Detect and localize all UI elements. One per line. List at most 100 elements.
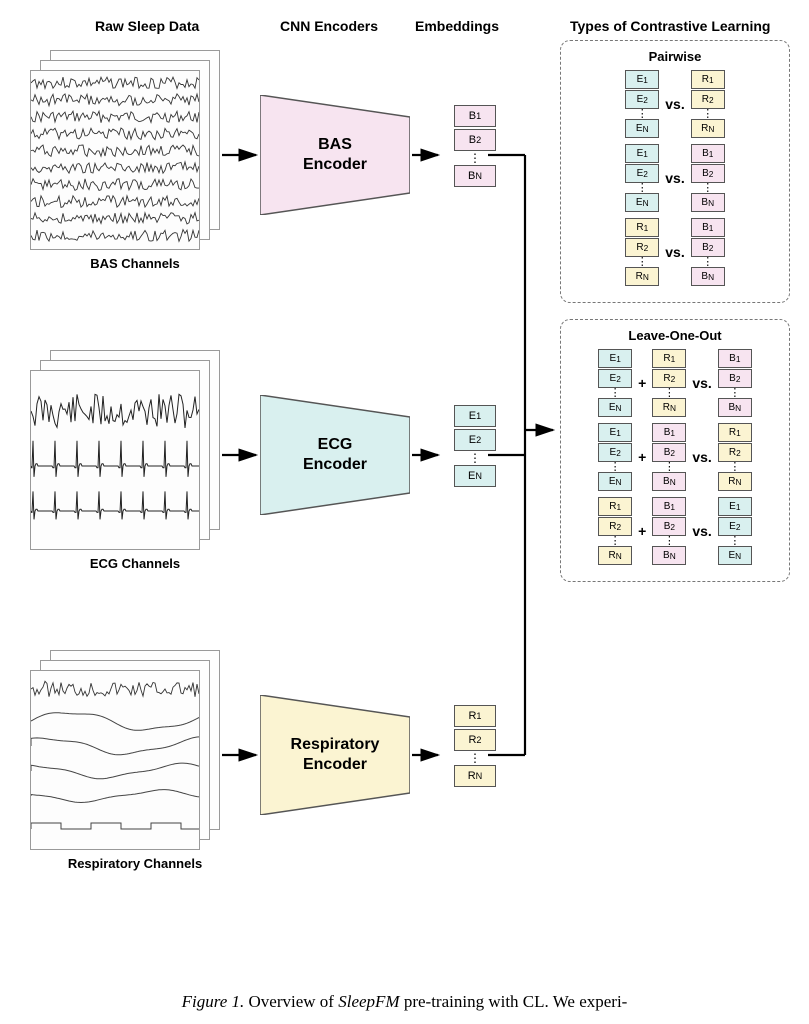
emb-dots: ⋮ [625, 184, 659, 192]
emb-cell-E2: E2 [598, 369, 632, 388]
emb-dots: ⋮ [718, 537, 752, 545]
vs-op: vs. [692, 523, 711, 539]
pairwise-row-0: E1E2⋮ENvs.R1R2⋮RN [567, 70, 783, 138]
emb-dots: ⋮ [691, 258, 725, 266]
emb-cell-E2: E2 [598, 443, 632, 462]
emb-stack-B: B1B2⋮BN [691, 144, 725, 212]
emb-cell-B1: B1 [691, 144, 725, 163]
vs-op: vs. [665, 170, 684, 186]
emb-cell-R2: R2 [718, 443, 752, 462]
emb-cell-RN: RN [691, 119, 725, 138]
encoder-label-resp: RespiratoryEncoder [291, 735, 380, 775]
plus-op: + [638, 375, 646, 391]
emb-cell-RN: RN [598, 546, 632, 565]
emb-cell-BN: BN [691, 267, 725, 286]
emb-cell-EN: EN [625, 119, 659, 138]
emb-cell-B2: B2 [652, 443, 686, 462]
emb-dots: ⋮ [691, 110, 725, 118]
emb-cell-RN: RN [625, 267, 659, 286]
emb-stack-B: B1B2⋮BN [718, 349, 752, 417]
emb-cell-R2: R2 [598, 517, 632, 536]
emb-cell-R1: R1 [625, 218, 659, 237]
pairwise-row-2: R1R2⋮RNvs.B1B2⋮BN [567, 218, 783, 286]
caption-prefix: Figure 1. [182, 992, 245, 1011]
emb-stack-R: R1R2⋮RN [652, 349, 686, 417]
emb-dots: ⋮ [718, 389, 752, 397]
vs-op: vs. [692, 449, 711, 465]
emb-dots: ⋮ [598, 463, 632, 471]
emb-cell-E2: E2 [718, 517, 752, 536]
emb-dots: ⋮ [625, 258, 659, 266]
encoder-label-ecg: ECGEncoder [303, 435, 367, 475]
emb-cell-R1: R1 [718, 423, 752, 442]
pairwise-title: Pairwise [567, 49, 783, 64]
encoder-label-bas: BASEncoder [303, 135, 367, 175]
emb-cell-B1: B1 [718, 349, 752, 368]
emb-cell-R1: R1 [598, 497, 632, 516]
emb-stack-B: B1B2⋮BN [652, 497, 686, 565]
caption-before: Overview of [244, 992, 338, 1011]
emb-stack-R: R1R2⋮RN [691, 70, 725, 138]
emb-stack-B: B1B2⋮BN [691, 218, 725, 286]
emb-stack-B: B1B2⋮BN [652, 423, 686, 491]
emb-cell-R1: R1 [691, 70, 725, 89]
pairwise-panel: Pairwise E1E2⋮ENvs.R1R2⋮RNE1E2⋮ENvs.B1B2… [560, 40, 790, 303]
emb-dots: ⋮ [625, 110, 659, 118]
vs-op: vs. [692, 375, 711, 391]
emb-cell-B2: B2 [691, 238, 725, 257]
emb-cell-B2: B2 [691, 164, 725, 183]
emb-stack-E: E1E2⋮EN [598, 349, 632, 417]
contrastive-column: Pairwise E1E2⋮ENvs.R1R2⋮RNE1E2⋮ENvs.B1B2… [560, 40, 790, 582]
emb-cell-B1: B1 [652, 423, 686, 442]
emb-cell-BN: BN [652, 472, 686, 491]
loo-row-1: E1E2⋮EN+B1B2⋮BNvs.R1R2⋮RN [567, 423, 783, 491]
emb-cell-E1: E1 [625, 144, 659, 163]
emb-dots: ⋮ [652, 389, 686, 397]
caption-model: SleepFM [338, 992, 399, 1011]
emb-cell-EN: EN [598, 398, 632, 417]
loo-panel: Leave-One-Out E1E2⋮EN+R1R2⋮RNvs.B1B2⋮BNE… [560, 319, 790, 582]
emb-cell-RN: RN [652, 398, 686, 417]
emb-cell-BN: BN [691, 193, 725, 212]
emb-stack-E: E1E2⋮EN [718, 497, 752, 565]
emb-dots: ⋮ [598, 537, 632, 545]
emb-dots: ⋮ [691, 184, 725, 192]
emb-stack-R: R1R2⋮RN [625, 218, 659, 286]
caption-after: pre-training with CL. We experi- [400, 992, 628, 1011]
emb-cell-EN: EN [598, 472, 632, 491]
emb-cell-E1: E1 [598, 349, 632, 368]
emb-cell-E2: E2 [625, 90, 659, 109]
loo-title: Leave-One-Out [567, 328, 783, 343]
emb-stack-E: E1E2⋮EN [625, 70, 659, 138]
emb-dots: ⋮ [652, 463, 686, 471]
emb-cell-E1: E1 [718, 497, 752, 516]
emb-cell-EN: EN [625, 193, 659, 212]
emb-cell-R2: R2 [652, 369, 686, 388]
plus-op: + [638, 449, 646, 465]
emb-stack-E: E1E2⋮EN [625, 144, 659, 212]
emb-dots: ⋮ [598, 389, 632, 397]
emb-cell-E2: E2 [625, 164, 659, 183]
pairwise-row-1: E1E2⋮ENvs.B1B2⋮BN [567, 144, 783, 212]
emb-cell-R1: R1 [652, 349, 686, 368]
emb-cell-RN: RN [718, 472, 752, 491]
emb-stack-E: E1E2⋮EN [598, 423, 632, 491]
emb-cell-E1: E1 [625, 70, 659, 89]
figure-caption: Figure 1. Overview of SleepFM pre-traini… [0, 992, 809, 1012]
loo-row-2: R1R2⋮RN+B1B2⋮BNvs.E1E2⋮EN [567, 497, 783, 565]
vs-op: vs. [665, 244, 684, 260]
loo-row-0: E1E2⋮EN+R1R2⋮RNvs.B1B2⋮BN [567, 349, 783, 417]
emb-cell-E1: E1 [598, 423, 632, 442]
emb-dots: ⋮ [652, 537, 686, 545]
emb-cell-EN: EN [718, 546, 752, 565]
emb-cell-BN: BN [718, 398, 752, 417]
emb-dots: ⋮ [718, 463, 752, 471]
emb-cell-R2: R2 [691, 90, 725, 109]
emb-cell-B2: B2 [652, 517, 686, 536]
emb-cell-R2: R2 [625, 238, 659, 257]
plus-op: + [638, 523, 646, 539]
vs-op: vs. [665, 96, 684, 112]
emb-cell-B1: B1 [691, 218, 725, 237]
emb-stack-R: R1R2⋮RN [718, 423, 752, 491]
emb-cell-BN: BN [652, 546, 686, 565]
